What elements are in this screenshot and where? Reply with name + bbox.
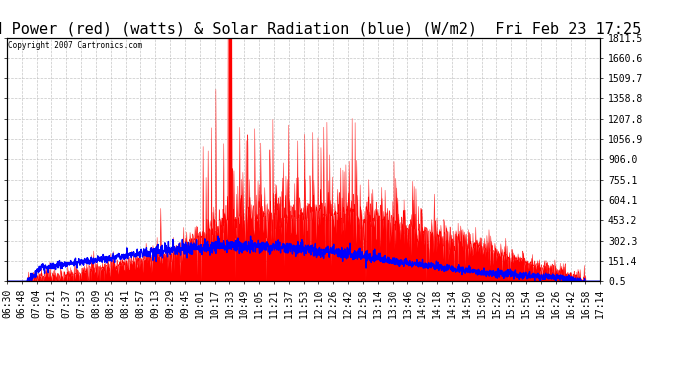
Text: Copyright 2007 Cartronics.com: Copyright 2007 Cartronics.com [8,41,142,50]
Title: Grid Power (red) (watts) & Solar Radiation (blue) (W/m2)  Fri Feb 23 17:25: Grid Power (red) (watts) & Solar Radiati… [0,21,641,36]
